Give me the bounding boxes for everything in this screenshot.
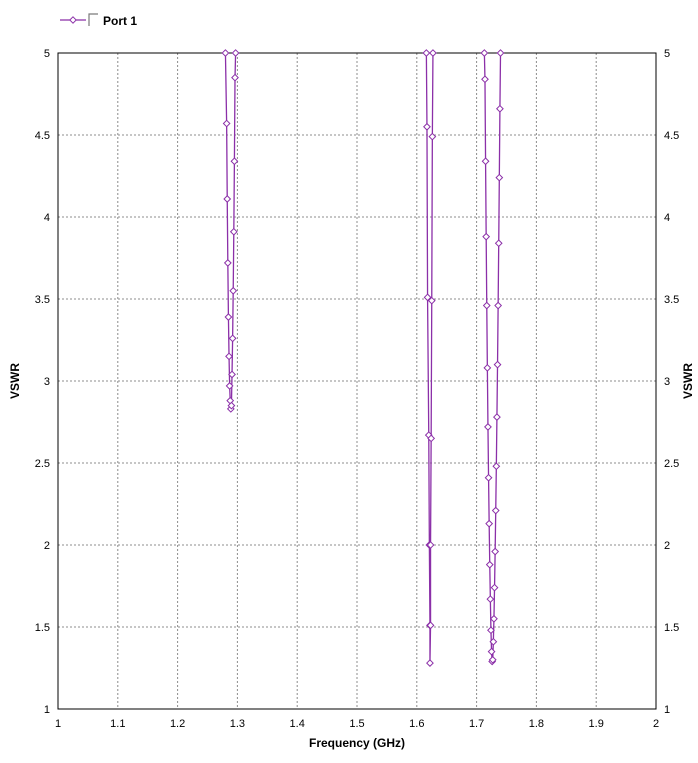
x-tick-label: 1 (55, 718, 61, 730)
data-point-marker (487, 626, 495, 635)
data-point-marker (496, 104, 504, 113)
data-point-marker (488, 655, 497, 664)
data-point-marker (427, 296, 436, 305)
grid-lines (58, 53, 656, 709)
x-tick-label: 2 (653, 718, 659, 730)
y-tick-label-left: 3 (44, 376, 50, 388)
series-layer (221, 49, 505, 667)
data-point-marker (486, 595, 495, 604)
data-point-marker (490, 583, 499, 592)
legend-label-port-1: Port 1 (103, 14, 137, 28)
legend-checkbox-icon[interactable] (88, 13, 98, 26)
data-point-marker (496, 49, 505, 57)
data-point-marker (225, 382, 234, 390)
y-axis-title-right: VSWR (681, 363, 695, 399)
data-point-marker (225, 352, 233, 361)
y-tick-label-right: 4.5 (664, 130, 679, 142)
y-tick-label-left: 2 (44, 540, 50, 552)
y-tick-label-right: 3.5 (664, 294, 679, 306)
data-point-marker (230, 157, 239, 166)
data-point-marker (229, 286, 238, 295)
data-point-marker (481, 75, 489, 84)
y-tick-label-right: 5 (664, 48, 670, 60)
data-point-marker (484, 473, 493, 482)
series-line-port-1 (483, 52, 502, 662)
y-tick-label-left: 3.5 (35, 294, 50, 306)
data-point-marker (224, 313, 233, 321)
data-point-marker (423, 293, 432, 302)
plot-frame (57, 52, 657, 710)
data-point-marker (229, 227, 238, 236)
data-point-marker (493, 413, 501, 421)
y-tick-label-right: 2 (664, 540, 670, 552)
data-point-marker (426, 621, 435, 630)
y-tick-label-left: 1.5 (35, 622, 50, 634)
data-point-marker (422, 49, 431, 57)
y-tick-label-right: 1 (664, 704, 670, 716)
x-tick-label: 1.8 (529, 718, 544, 730)
y-tick-label-right: 3 (664, 376, 670, 388)
x-tick-label: 1.1 (110, 718, 125, 730)
data-point-marker (426, 659, 434, 667)
data-point-marker (494, 301, 503, 310)
data-point-marker (228, 334, 237, 343)
data-point-marker (495, 173, 504, 182)
data-point-marker (429, 49, 437, 57)
legend-diamond-marker (69, 16, 77, 24)
data-point-marker (482, 232, 491, 241)
x-axis-title: Frequency (GHz) (309, 736, 405, 750)
data-point-marker (487, 647, 496, 656)
data-point-marker (490, 614, 498, 623)
x-tick-label: 1.5 (349, 718, 364, 730)
y-tick-label-right: 4 (664, 212, 670, 224)
data-point-marker (491, 506, 500, 515)
data-point-marker (227, 401, 236, 410)
x-tick-label: 1.9 (589, 718, 604, 730)
y-tick-label-left: 4 (44, 212, 50, 224)
y-tick-labels-left: 1 1.5 2 2.5 3 3.5 4 4.5 5 (35, 48, 50, 716)
y-tick-label-left: 5 (44, 48, 50, 60)
data-point-marker (223, 259, 232, 267)
data-point-marker (427, 434, 436, 443)
data-point-marker (423, 122, 431, 131)
x-tick-label: 1.4 (290, 718, 305, 730)
data-point-marker (484, 423, 492, 431)
data-point-marker (485, 519, 494, 528)
x-tick-label: 1.2 (170, 718, 185, 730)
data-point-marker (228, 370, 236, 379)
y-tick-label-left: 4.5 (35, 130, 50, 142)
data-point-marker (491, 547, 500, 556)
series-line-port-1 (425, 52, 434, 664)
data-point-marker (485, 560, 494, 569)
data-point-marker (482, 301, 491, 310)
data-point-marker (493, 360, 502, 369)
y-tick-label-left: 1 (44, 704, 50, 716)
data-point-marker (494, 239, 503, 248)
x-tick-label: 1.6 (409, 718, 424, 730)
y-tick-labels-right: 1 1.5 2 2.5 3 3.5 4 4.5 5 (664, 48, 679, 716)
x-tick-labels: 1 1.1 1.2 1.3 1.4 1.5 1.6 1.7 1.8 1.9 2 (55, 718, 659, 730)
data-point-marker (480, 49, 489, 57)
data-point-marker (222, 119, 231, 128)
data-point-marker (483, 363, 492, 372)
data-point-marker (221, 49, 230, 57)
x-tick-label: 1.3 (230, 718, 245, 730)
data-point-marker (223, 195, 232, 203)
data-point-marker (428, 132, 437, 141)
data-point-marker (231, 73, 239, 82)
y-tick-label-right: 2.5 (664, 458, 679, 470)
y-tick-label-left: 2.5 (35, 458, 50, 470)
y-tick-label-right: 1.5 (664, 622, 679, 634)
data-point-marker (426, 541, 435, 549)
legend[interactable]: Port 1 (60, 13, 137, 28)
data-point-marker (489, 637, 498, 646)
data-point-marker (492, 462, 501, 471)
x-tick-label: 1.7 (469, 718, 484, 730)
y-axis-title-left: VSWR (8, 363, 22, 399)
data-point-marker (481, 157, 490, 166)
data-point-marker (231, 49, 240, 57)
